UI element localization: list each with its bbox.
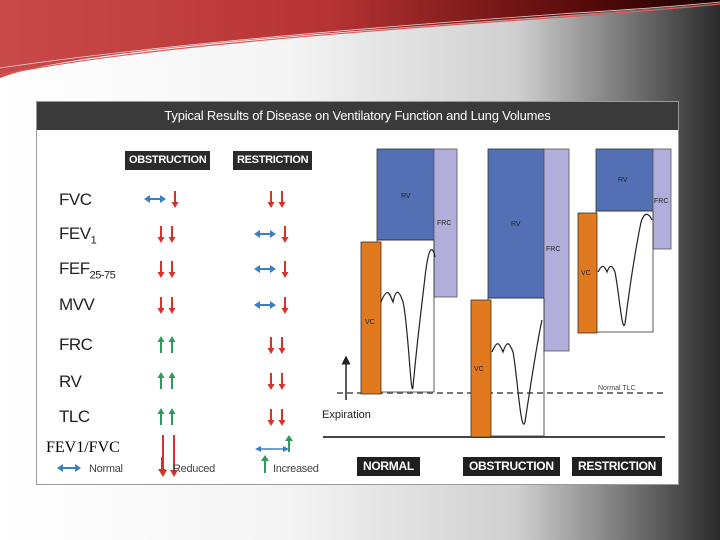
param-rv: RV [59,372,82,391]
restriction-rv-label: RV [618,177,628,184]
legend-increased-label: Increased [273,463,319,475]
restriction-arrow-rv-1 [278,373,286,390]
obstruction-arrow-rv-1 [168,372,176,389]
obstruction-vc-label: VC [474,366,484,373]
restriction-arrow-frc-1 [278,337,286,354]
restriction-arrow-fev1-0 [254,230,276,238]
restriction-frc-label: FRC [654,198,668,205]
param-tlc: TLC [59,407,90,426]
figure-graphics: Expiration RV FRC VC RV FRC VC [57,148,672,477]
obstruction-arrow-frc-0 [157,336,165,353]
obstruction-arrow-fef25-75-0 [157,261,165,278]
restriction-arrow-rv-0 [267,373,275,390]
figure-title: Typical Results of Disease on Ventilator… [37,102,678,130]
normal-rv-label: RV [401,193,411,200]
expiration-label: Expiration [322,409,371,421]
panel-label-restriction: RESTRICTION [572,457,663,476]
fev1-fvc-restriction-arrows [255,435,293,452]
restriction-arrow-fev1-1 [281,226,289,243]
obstruction-arrow-frc-1 [168,336,176,353]
obstruction-panel: RV FRC VC [470,148,570,438]
obstruction-frc-label: FRC [546,246,560,253]
obstruction-arrow-fef25-75-1 [168,261,176,278]
obstruction-arrow-fvc-1 [171,191,179,208]
table-arrows [144,191,289,426]
normal-frc-label: FRC [437,220,451,227]
obstruction-rv-label: RV [511,221,521,228]
obstruction-arrow-mvv-0 [157,297,165,314]
restriction-arrow-fvc-0 [267,191,275,208]
legend-increased-icon [261,455,269,473]
restriction-arrow-mvv-1 [281,297,289,314]
restriction-arrow-fef25-75-0 [254,265,276,273]
fev1-fvc-label: FEV1/FVC [45,437,143,459]
panel-label-normal: NORMAL [357,457,420,476]
normal-tlc-label: Normal TLC [598,385,636,392]
obstruction-column-header: OBSTRUCTION [125,151,211,170]
slide-header-decoration [0,0,720,78]
restriction-vc-label: VC [581,270,591,277]
obstruction-arrow-rv-0 [157,372,165,389]
legend-reduced-label: Reduced [173,463,215,475]
legend-normal-icon [57,464,81,472]
fev1-fvc-obstruction-arrows [159,435,178,477]
panel-label-obstruction: OBSTRUCTION [463,457,560,476]
obstruction-arrow-tlc-0 [157,408,165,425]
restriction-panel: RV FRC VC [577,148,672,334]
obstruction-arrow-fev1-1 [168,226,176,243]
param-fvc: FVC [59,190,92,209]
normal-vc-label: VC [365,319,375,326]
obstruction-arrow-tlc-1 [168,408,176,425]
param-mvv: MVV [59,295,95,314]
param-fev1: FEV1 [59,224,97,247]
ventilatory-function-figure: Typical Results of Disease on Ventilator… [36,101,679,485]
restriction-arrow-frc-0 [267,337,275,354]
restriction-arrow-fef25-75-1 [281,261,289,278]
obstruction-arrow-mvv-1 [168,297,176,314]
restriction-arrow-fvc-1 [278,191,286,208]
obstruction-arrow-fev1-0 [157,226,165,243]
param-fef25-75: FEF25-75 [59,259,116,282]
restriction-column-header: RESTRICTION [233,151,313,170]
restriction-arrow-mvv-0 [254,301,276,309]
param-frc: FRC [59,335,93,354]
obstruction-arrow-fvc-0 [144,195,166,203]
normal-panel: RV FRC VC [360,148,458,395]
restriction-arrow-tlc-0 [267,409,275,426]
restriction-arrow-tlc-1 [278,409,286,426]
legend-normal-label: Normal [89,463,123,475]
